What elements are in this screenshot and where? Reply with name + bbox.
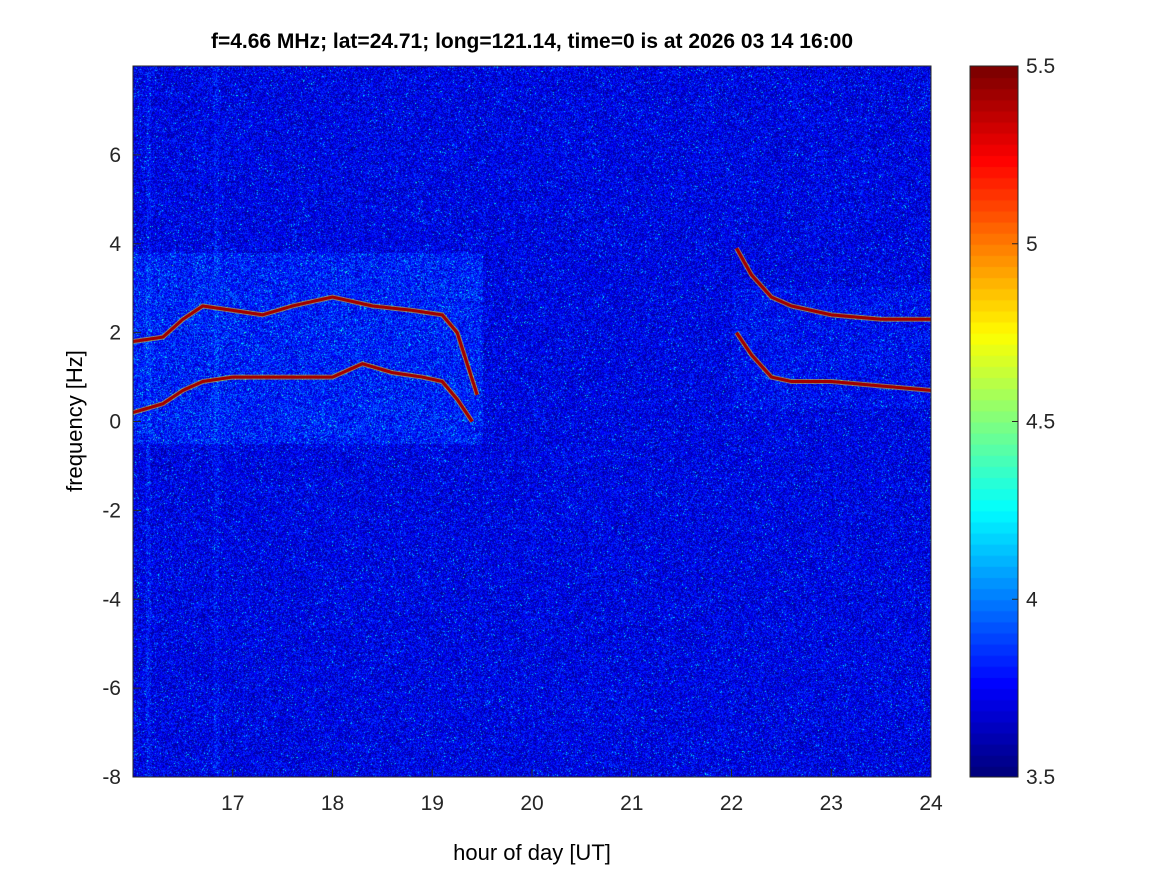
x-tick-label: 18 — [321, 792, 344, 815]
spectrogram-image — [133, 66, 931, 777]
colorbar-tick-label: 4 — [1026, 588, 1038, 611]
x-tick-label: 23 — [820, 792, 843, 815]
colorbar-tick-label: 4.5 — [1026, 411, 1055, 434]
upper-trace-night2-halo — [734, 246, 931, 322]
y-tick-label: 0 — [109, 411, 121, 434]
x-tick-label: 24 — [919, 792, 943, 815]
colorbar-tick-label: 5 — [1026, 233, 1038, 256]
y-tick-label: -2 — [102, 499, 121, 522]
colorbar-tick-label: 3.5 — [1026, 766, 1055, 789]
x-tick-label: 17 — [221, 792, 244, 815]
y-tick-label: 4 — [109, 233, 121, 256]
x-tick-label: 19 — [421, 792, 444, 815]
y-tick-label: -4 — [102, 588, 121, 611]
colorbar-tick-label: 5.5 — [1026, 55, 1055, 78]
lower-trace-night2 — [735, 331, 932, 392]
upper-trace-night1 — [132, 295, 479, 396]
x-axis-label: hour of day [UT] — [453, 840, 611, 865]
y-axis-label: frequency [Hz] — [62, 350, 87, 492]
y-tick-label: 6 — [109, 144, 121, 167]
x-tick-label: 21 — [620, 792, 643, 815]
x-tick-label: 22 — [720, 792, 743, 815]
colorbar-frame — [969, 65, 1019, 778]
y-tick-label: -6 — [102, 677, 121, 700]
lower-trace-night1 — [132, 362, 474, 423]
x-tick-label: 20 — [520, 792, 543, 815]
chart-title: f=4.66 MHz; lat=24.71; long=121.14, time… — [211, 30, 853, 53]
colorbar-image — [970, 66, 1018, 777]
y-tick-label: 2 — [109, 322, 121, 345]
plot-frame — [132, 65, 932, 778]
y-tick-label: -8 — [102, 766, 121, 789]
upper-trace-night2 — [735, 247, 931, 321]
lower-trace-night1-halo — [132, 361, 475, 423]
